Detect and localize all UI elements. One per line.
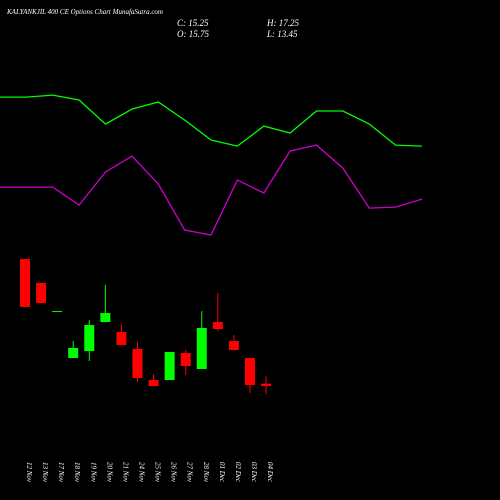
- candle-body: [36, 283, 47, 304]
- candle-body: [52, 311, 63, 313]
- x-tick-label: 04 Dec: [266, 462, 274, 483]
- candle-body: [196, 328, 207, 370]
- chart-title: KALYANKJIL 400 CE Options Chart MunafaSu…: [6, 8, 163, 16]
- x-tick-label: 01 Dec: [218, 462, 226, 483]
- ohlc-label: H: 17.25: [266, 18, 299, 28]
- ohlc-label: L: 13.45: [266, 29, 298, 39]
- x-tick-label: 21 Nov: [121, 462, 129, 483]
- candle-body: [261, 383, 272, 387]
- candle-body: [164, 352, 175, 380]
- x-tick-label: 20 Nov: [105, 462, 113, 483]
- candle-body: [84, 325, 95, 352]
- ohlc-label: O: 15.75: [177, 29, 209, 39]
- x-tick-label: 12 Nov: [25, 462, 33, 483]
- ohlc-label: C: 15.25: [177, 18, 209, 28]
- x-tick-label: 19 Nov: [89, 462, 97, 483]
- indicator-line: [0, 94, 423, 147]
- x-tick-label: 02 Dec: [234, 462, 242, 483]
- x-tick-label: 17 Nov: [57, 462, 65, 483]
- candle-body: [212, 322, 223, 330]
- x-tick-label: 03 Dec: [250, 462, 258, 483]
- candle-body: [180, 353, 191, 367]
- x-tick-label: 18 Nov: [73, 462, 81, 483]
- x-tick-label: 26 Nov: [170, 462, 178, 483]
- indicator-line: [0, 144, 423, 236]
- candle-body: [68, 348, 79, 359]
- candle-body: [20, 259, 30, 308]
- x-tick-label: 27 Nov: [186, 462, 194, 483]
- candle-body: [100, 313, 111, 323]
- candle-body: [116, 332, 127, 346]
- candle-body: [244, 358, 255, 386]
- candle-body: [148, 380, 159, 387]
- x-tick-label: 28 Nov: [202, 462, 210, 483]
- x-tick-label: 24 Nov: [137, 462, 145, 483]
- candle-body: [228, 341, 239, 350]
- candle-body: [132, 349, 143, 379]
- x-tick-label: 13 Nov: [41, 462, 49, 483]
- x-tick-label: 25 Nov: [154, 462, 162, 483]
